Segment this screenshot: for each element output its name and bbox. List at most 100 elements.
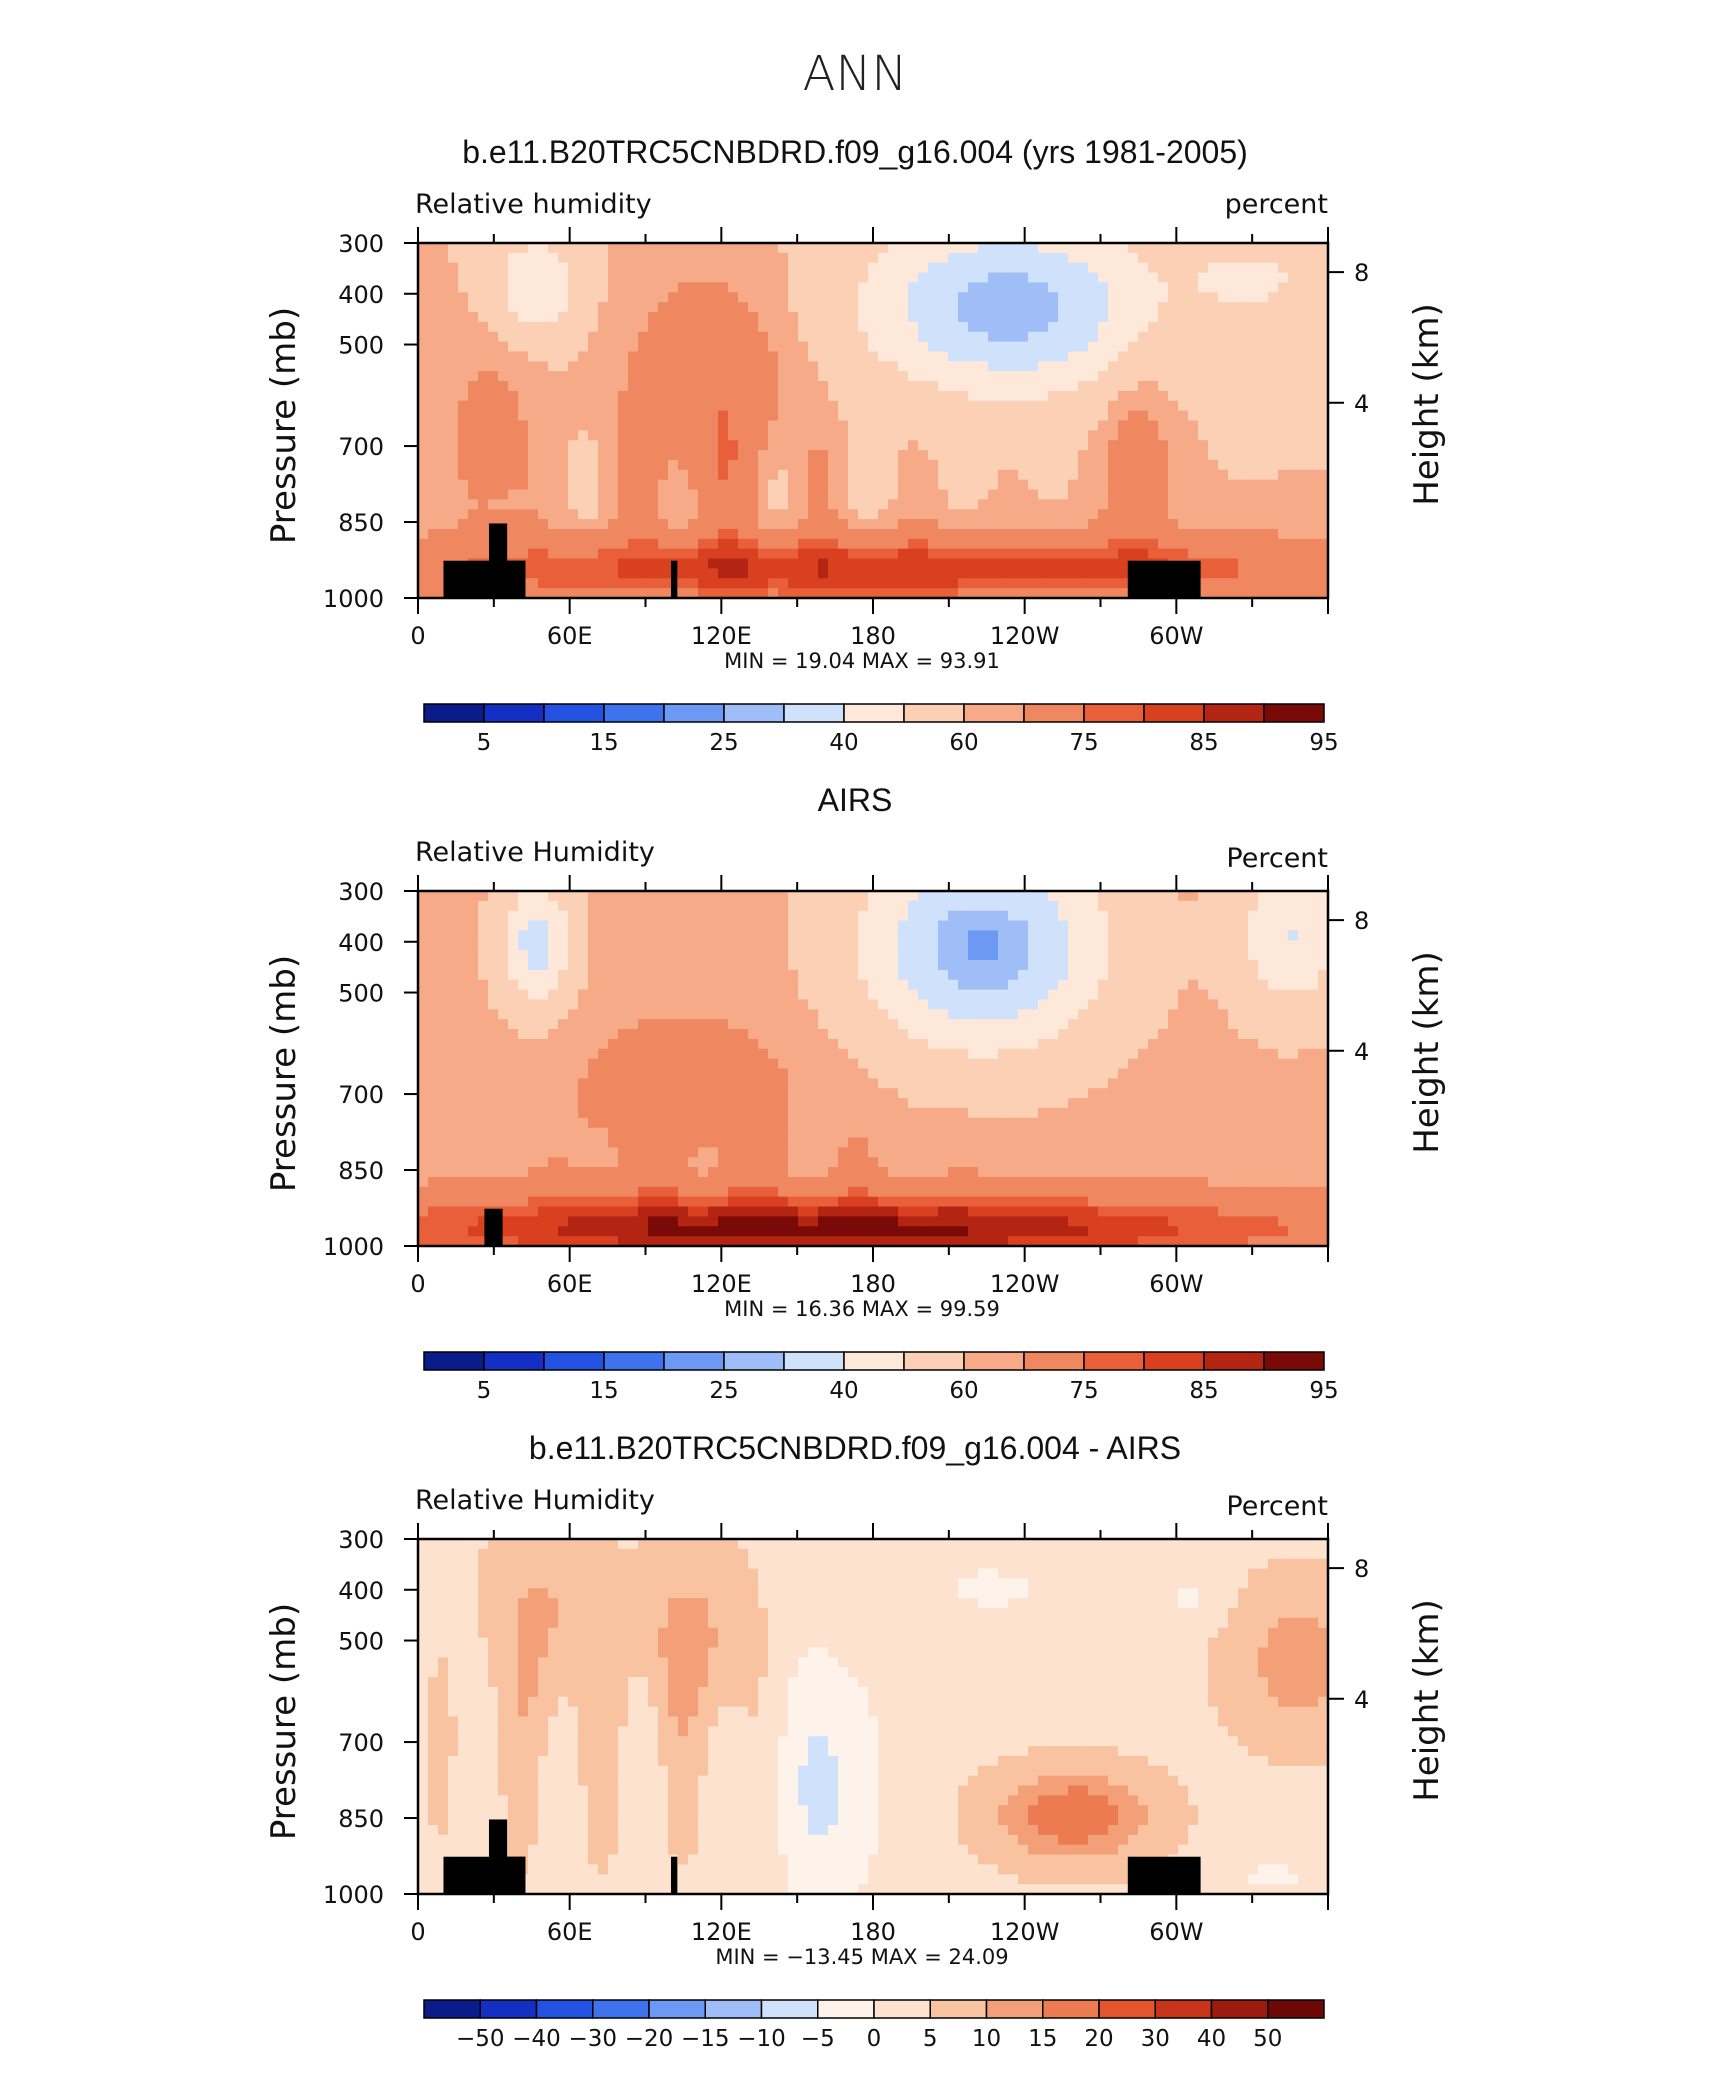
topography-mask <box>488 1819 508 1894</box>
colorbar-label: −10 <box>737 2026 786 2052</box>
height-tick-label: 8 <box>1354 259 1369 287</box>
y-tick-label: 850 <box>338 509 384 537</box>
panel-1: b.e11.B20TRC5CNBDRD.f09_g16.004 (yrs 198… <box>264 134 1447 756</box>
min-max-label: MIN = 19.04 MAX = 93.91 <box>724 649 1000 673</box>
colorbar-label: 60 <box>949 730 978 756</box>
colorbar-box <box>1143 703 1205 723</box>
panel-3: b.e11.B20TRC5CNBDRD.f09_g16.004 - AIRS Re… <box>264 1430 1447 2052</box>
min-max-label: MIN = −13.45 MAX = 24.09 <box>715 1945 1008 1969</box>
colorbar-label: 95 <box>1309 730 1338 756</box>
panel-left-label: Relative humidity <box>415 189 652 220</box>
panel-right-label: Percent <box>1226 843 1328 874</box>
height-tick-label: 4 <box>1354 1038 1369 1066</box>
colorbar-box <box>963 703 1025 723</box>
colorbar-box <box>1083 703 1145 723</box>
x-tick-label: 60W <box>1149 1918 1203 1946</box>
colorbar-box <box>592 1999 650 2019</box>
contour-field <box>418 1539 1329 1895</box>
y-tick-label: 1000 <box>323 1233 384 1261</box>
colorbar-label: 50 <box>1253 2026 1282 2052</box>
colorbar-label: 5 <box>923 2026 938 2052</box>
colorbar-box <box>1267 1999 1325 2019</box>
x-tick-label: 0 <box>410 1918 425 1946</box>
colorbar-box <box>603 703 665 723</box>
colorbar-box <box>817 1999 875 2019</box>
panel-title: AIRS <box>818 782 893 818</box>
colorbar-box <box>535 1999 594 2019</box>
colorbar-label: −30 <box>568 2026 617 2052</box>
colorbar-label: 30 <box>1141 2026 1170 2052</box>
colorbar-box <box>1083 1351 1145 1371</box>
colorbar-box <box>543 703 605 723</box>
y-tick-label: 700 <box>338 1729 384 1757</box>
colorbar-box <box>723 1351 785 1371</box>
topography-mask <box>504 1856 526 1894</box>
topography-mask <box>670 1856 678 1894</box>
colorbar-box <box>1203 703 1265 723</box>
colorbar-label: 25 <box>709 1378 738 1404</box>
colorbar-box <box>1042 1999 1100 2019</box>
colorbar-box <box>603 1351 665 1371</box>
y-tick-label: 700 <box>338 433 384 461</box>
colorbar-box <box>783 1351 845 1371</box>
page-title: ANN <box>803 46 908 102</box>
x-tick-label: 120E <box>691 622 752 650</box>
colorbar-label: 15 <box>589 730 618 756</box>
colorbar-label: 95 <box>1309 1378 1338 1404</box>
topography-mask <box>484 1208 503 1246</box>
min-max-label: MIN = 16.36 MAX = 99.59 <box>724 1297 1000 1321</box>
colorbar-box <box>663 1351 725 1371</box>
colorbar-box <box>1143 1351 1205 1371</box>
x-tick-label: 60E <box>547 1270 593 1298</box>
colorbar-box <box>648 1999 706 2019</box>
colorbar-box <box>903 1351 965 1371</box>
colorbar-label: −50 <box>456 2026 505 2052</box>
colorbar-label: −5 <box>801 2026 835 2052</box>
y-axis-label: Pressure (mb) <box>264 307 304 544</box>
colorbar-label: 75 <box>1069 1378 1098 1404</box>
panel-right-label: Percent <box>1226 1491 1328 1522</box>
x-tick-label: 60E <box>547 622 593 650</box>
colorbar-label: 0 <box>867 2026 882 2052</box>
x-tick-label: 0 <box>410 622 425 650</box>
colorbar-label: 60 <box>949 1378 978 1404</box>
colorbar-box <box>843 703 905 723</box>
x-tick-label: 120W <box>990 1918 1060 1946</box>
topography-mask <box>1127 1856 1201 1894</box>
colorbar-box <box>1023 703 1085 723</box>
y-axis-right-label: Height (km) <box>1407 951 1447 1154</box>
colorbar-box <box>723 703 785 723</box>
colorbar-label: −15 <box>681 2026 730 2052</box>
y-tick-label: 500 <box>338 1628 384 1656</box>
panel-title: b.e11.B20TRC5CNBDRD.f09_g16.004 - AIRS <box>529 1430 1181 1466</box>
colorbar-box <box>1023 1351 1085 1371</box>
y-tick-label: 400 <box>338 929 384 957</box>
panel-left-label: Relative Humidity <box>415 1485 655 1516</box>
colorbar-box <box>903 703 965 723</box>
y-tick-label: 1000 <box>323 1881 384 1909</box>
x-tick-label: 180 <box>850 1270 896 1298</box>
colorbar-box <box>423 1999 481 2019</box>
y-tick-label: 300 <box>338 878 384 906</box>
x-tick-label: 60E <box>547 1918 593 1946</box>
contour-field <box>418 891 1329 1247</box>
colorbar-label: −20 <box>625 2026 674 2052</box>
panel-right-label: percent <box>1225 189 1328 220</box>
height-tick-label: 8 <box>1354 1555 1369 1583</box>
colorbar-box <box>1098 1999 1156 2019</box>
y-tick-label: 850 <box>338 1805 384 1833</box>
colorbar-box <box>929 1999 988 2019</box>
colorbar-label: 5 <box>477 730 492 756</box>
colorbar-box <box>543 1351 605 1371</box>
colorbar-box <box>663 703 725 723</box>
colorbar-label: 85 <box>1189 1378 1218 1404</box>
colorbar-label: 40 <box>829 730 858 756</box>
colorbar-label: 25 <box>709 730 738 756</box>
topography-mask <box>670 560 678 598</box>
y-axis-right-label: Height (km) <box>1407 1599 1447 1802</box>
colorbar: 5 15 25 40 60 75 85 95 <box>423 1351 1339 1404</box>
colorbar-box <box>423 1351 485 1371</box>
y-tick-label: 300 <box>338 230 384 258</box>
x-tick-label: 120E <box>691 1270 752 1298</box>
